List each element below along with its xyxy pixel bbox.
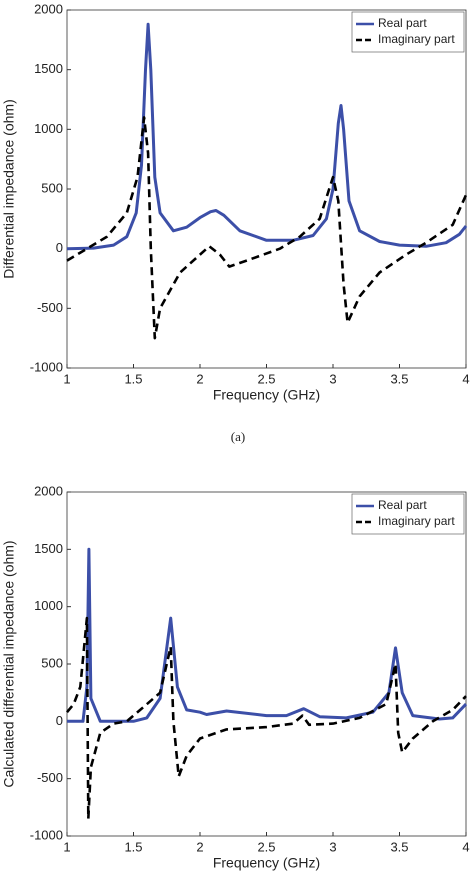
y-tick-label: -1000 <box>30 827 63 842</box>
x-tick-label: 1.5 <box>124 371 142 386</box>
y-tick-label: 2000 <box>34 1 63 16</box>
x-tick-label: 2.5 <box>257 371 275 386</box>
series-line <box>66 116 468 340</box>
series-line <box>67 547 468 723</box>
x-axis-label: Frequency (GHz) <box>213 387 320 403</box>
y-tick-label: 0 <box>56 713 63 728</box>
x-tick-label: 3 <box>329 371 336 386</box>
legend-box <box>351 11 465 53</box>
x-tick-label: 3.5 <box>390 371 408 386</box>
legend-label: Real part <box>378 498 427 512</box>
plot-frame <box>66 491 467 837</box>
y-tick-label: 2000 <box>34 483 63 498</box>
legend-label: Imaginary part <box>378 32 455 46</box>
x-tick-label: 4 <box>462 839 469 854</box>
y-tick-label: 1500 <box>34 541 63 556</box>
y-tick-label: -1000 <box>30 359 63 374</box>
x-tick-label: 2 <box>196 371 203 386</box>
x-tick-label: 1 <box>63 371 70 386</box>
y-tick-label: -500 <box>37 770 63 785</box>
plot-frame <box>66 9 467 369</box>
series-line <box>66 22 468 251</box>
x-tick-label: 3 <box>329 839 336 854</box>
legend-label: Imaginary part <box>378 514 455 528</box>
x-tick-label: 1 <box>63 839 70 854</box>
y-tick-label: 500 <box>41 655 63 670</box>
y-tick-label: 1500 <box>34 61 63 76</box>
y-tick-label: 0 <box>56 240 63 255</box>
x-tick-label: 1.5 <box>124 839 142 854</box>
legend-label: Real part <box>378 16 427 30</box>
y-axis-label: Differential impedance (ohm) <box>1 99 17 279</box>
x-tick-label: 2.5 <box>257 839 275 854</box>
y-tick-label: 500 <box>41 180 63 195</box>
series-line <box>65 616 467 821</box>
caption: (a) <box>231 429 245 444</box>
x-axis-label: Frequency (GHz) <box>213 855 320 871</box>
y-tick-label: 1000 <box>34 121 63 136</box>
y-axis-label: Calculated differential impedance (ohm) <box>1 540 17 787</box>
x-tick-label: 2 <box>196 839 203 854</box>
x-tick-label: 3.5 <box>390 839 408 854</box>
x-tick-label: 4 <box>462 371 469 386</box>
legend-box <box>351 493 465 535</box>
y-tick-label: 1000 <box>34 598 63 613</box>
y-tick-label: -500 <box>37 300 63 315</box>
